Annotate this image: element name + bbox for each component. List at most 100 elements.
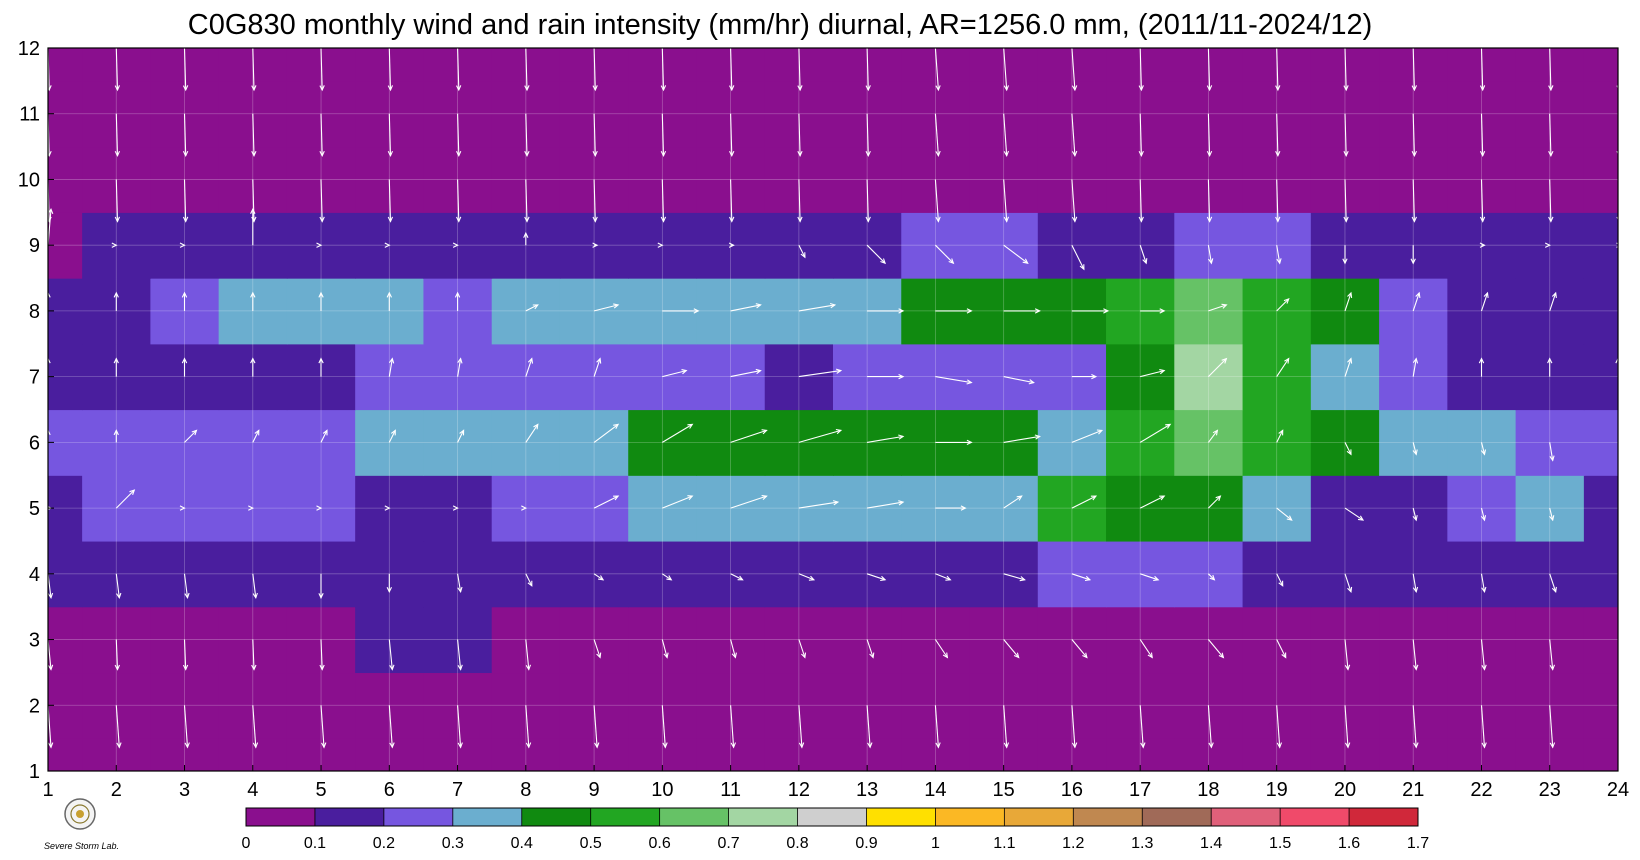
heat-cell — [48, 738, 83, 771]
wind-arrow — [935, 573, 952, 581]
wind-arrow — [521, 505, 528, 511]
wind-arrow-shaft — [1207, 179, 1211, 222]
wind-arrow — [114, 639, 121, 671]
logo-text: Severe Storm Lab. — [44, 841, 119, 851]
x-axis-ticks: 1 2 3 4 5 6 7 8 9 10 11 12 13 14 15 16 17 18 19 20 21 22 23 24 — [42, 765, 1629, 801]
wind-arrow-head — [1090, 495, 1098, 501]
wind-arrow — [592, 48, 598, 92]
wind-arrow — [1344, 705, 1351, 749]
heat-cell — [286, 409, 356, 476]
colorbar-label: 1.1 — [993, 835, 1015, 852]
wind-arrow — [457, 573, 463, 594]
wind-arrow-head — [250, 291, 256, 298]
wind-arrow-shaft — [730, 113, 733, 156]
wind-arrow-shaft — [593, 358, 601, 377]
wind-arrow-head — [116, 592, 122, 600]
wind-arrow-head — [865, 216, 871, 223]
wind-arrow-shaft — [798, 501, 838, 509]
wind-arrow — [1208, 357, 1228, 377]
wind-arrow-head — [1480, 515, 1487, 522]
wind-arrow — [935, 505, 967, 511]
wind-arrow-head — [48, 150, 52, 157]
wind-arrow — [1207, 639, 1225, 659]
wind-arrow — [797, 179, 803, 223]
wind-arrow-head — [316, 242, 323, 248]
wind-arrow — [867, 374, 905, 380]
wind-arrow-shaft — [1480, 507, 1486, 521]
wind-arrow — [111, 242, 118, 248]
wind-arrow — [320, 429, 328, 443]
wind-arrow-head — [1209, 574, 1216, 581]
wind-arrow — [1139, 245, 1148, 265]
wind-arrow-head — [592, 85, 598, 92]
wind-arrow-shaft — [867, 435, 904, 443]
wind-arrow — [1480, 705, 1487, 749]
wind-arrow — [729, 48, 735, 92]
x-tick-label: 23 — [1539, 779, 1561, 801]
wind-arrow-head — [48, 742, 54, 749]
wind-arrow-head — [251, 85, 257, 92]
wind-arrow-shaft — [1208, 304, 1227, 312]
wind-arrow-shaft — [1276, 639, 1287, 658]
wind-arrow — [1003, 639, 1020, 659]
wind-arrow-head — [1615, 357, 1618, 364]
wind-arrow-head — [1028, 379, 1035, 385]
wind-arrow-head — [316, 505, 323, 511]
wind-arrow-shaft — [525, 424, 539, 443]
wind-arrow-head — [390, 429, 396, 436]
wind-arrow-shaft — [1412, 113, 1415, 156]
wind-arrow — [1139, 423, 1172, 443]
wind-arrow-head — [1034, 308, 1041, 314]
wind-arrow-head — [319, 664, 325, 671]
wind-arrow — [593, 495, 620, 509]
heat-cell — [1583, 738, 1618, 771]
wind-arrow-head — [729, 85, 735, 92]
wind-arrow-head — [1159, 495, 1166, 501]
wind-arrow-shaft — [661, 179, 665, 222]
wind-arrow-shaft — [730, 179, 733, 222]
wind-arrow — [457, 429, 465, 443]
wind-arrow-head — [1480, 449, 1487, 456]
wind-arrow — [1410, 245, 1416, 265]
wind-arrow — [1412, 291, 1421, 312]
wind-arrow — [730, 429, 768, 443]
wind-arrow — [318, 573, 324, 600]
wind-arrow-head — [181, 357, 188, 364]
heat-cell — [1447, 343, 1517, 411]
wind-arrow — [318, 357, 324, 377]
wind-arrow-shaft — [457, 358, 462, 377]
wind-arrow — [524, 113, 530, 157]
wind-arrow — [1549, 705, 1556, 749]
wind-arrow-shaft — [252, 179, 255, 222]
wind-arrow — [388, 357, 395, 377]
wind-arrow-head — [737, 575, 744, 581]
wind-arrow — [1479, 179, 1486, 223]
heat-cell — [1242, 409, 1312, 476]
wind-arrow-head — [1003, 150, 1010, 157]
colorbar-swatch — [935, 808, 1005, 826]
wind-arrow — [592, 242, 599, 248]
wind-arrow-head — [1412, 515, 1418, 522]
wind-arrow-head — [1346, 449, 1352, 456]
wind-arrow — [1207, 429, 1219, 443]
wind-arrow — [1411, 48, 1418, 92]
wind-arrow — [1548, 179, 1554, 223]
wind-arrow — [867, 308, 905, 314]
wind-arrow-head — [1412, 586, 1419, 594]
wind-arrow — [386, 573, 392, 594]
wind-arrow-shaft — [457, 639, 462, 670]
wind-arrow-head — [1221, 303, 1228, 309]
wind-arrow-head — [1276, 258, 1282, 265]
wind-arrow-shaft — [1208, 495, 1221, 509]
wind-arrow-shaft — [388, 705, 393, 748]
heat-cell — [1310, 343, 1380, 411]
wind-arrow-shaft — [457, 573, 462, 592]
wind-arrow — [593, 639, 602, 659]
x-tick-label: 15 — [993, 779, 1015, 801]
wind-arrow — [1071, 113, 1078, 157]
wind-arrow-head — [800, 252, 806, 259]
wind-arrow-head — [521, 505, 528, 511]
wind-arrow — [248, 505, 255, 511]
wind-arrow-shaft — [1139, 179, 1142, 222]
wind-arrow — [1344, 573, 1353, 594]
